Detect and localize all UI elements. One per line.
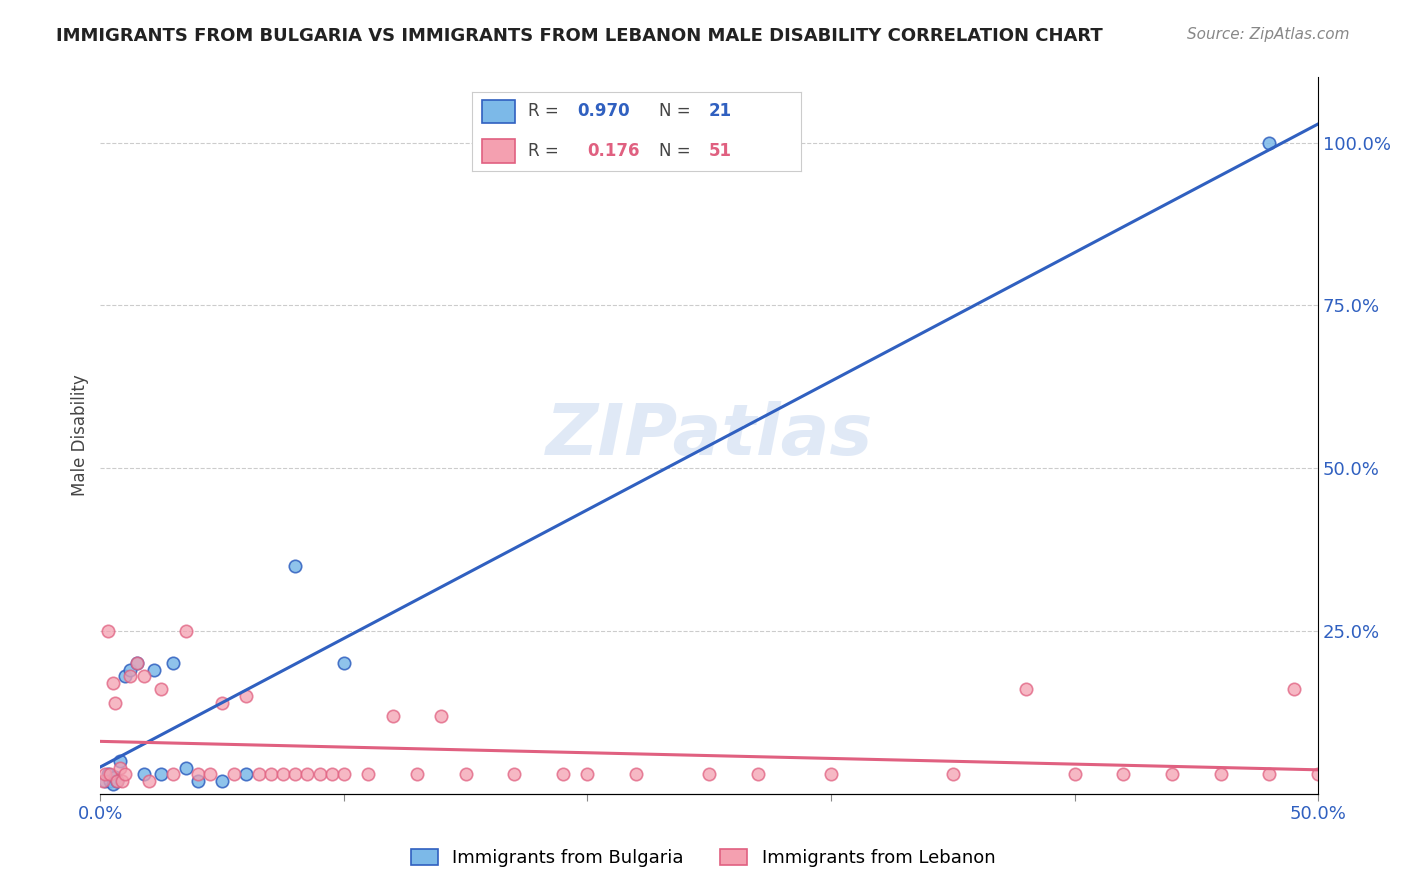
Point <box>1112 767 1135 781</box>
Point <box>1063 767 1085 781</box>
Point <box>1258 136 1281 150</box>
Text: IMMIGRANTS FROM BULGARIA VS IMMIGRANTS FROM LEBANON MALE DISABILITY CORRELATION : IMMIGRANTS FROM BULGARIA VS IMMIGRANTS F… <box>56 27 1102 45</box>
Point <box>94 773 117 788</box>
Point <box>105 773 128 788</box>
Point <box>187 767 209 781</box>
Point <box>94 767 117 781</box>
Point <box>297 767 319 781</box>
Point <box>333 657 356 671</box>
Point <box>101 676 124 690</box>
Point <box>91 773 114 788</box>
Point <box>125 657 148 671</box>
Point <box>1209 767 1232 781</box>
Point <box>142 663 165 677</box>
Point <box>174 624 197 638</box>
Point <box>284 558 307 573</box>
Point <box>1258 767 1281 781</box>
Point <box>114 767 136 781</box>
Text: ZIPatlas: ZIPatlas <box>546 401 873 470</box>
Point <box>235 689 257 703</box>
Point <box>553 767 575 781</box>
Point <box>118 663 141 677</box>
Point <box>150 767 173 781</box>
Point <box>162 767 184 781</box>
Point <box>105 773 128 788</box>
Point <box>942 767 965 781</box>
Point <box>134 669 156 683</box>
Point <box>260 767 283 781</box>
Point <box>97 624 120 638</box>
Point <box>454 767 477 781</box>
Point <box>503 767 526 781</box>
Point <box>271 767 294 781</box>
Point <box>118 669 141 683</box>
Point <box>211 696 233 710</box>
Point <box>104 696 127 710</box>
Point <box>576 767 599 781</box>
Point <box>138 773 160 788</box>
Point <box>820 767 842 781</box>
Point <box>1015 682 1038 697</box>
Point <box>224 767 246 781</box>
Legend: Immigrants from Bulgaria, Immigrants from Lebanon: Immigrants from Bulgaria, Immigrants fro… <box>404 841 1002 874</box>
Point <box>104 771 127 785</box>
Point <box>108 754 131 768</box>
Point <box>97 767 120 781</box>
Point <box>211 773 233 788</box>
Point <box>697 767 720 781</box>
Point <box>134 767 156 781</box>
Point <box>235 767 257 781</box>
Text: Source: ZipAtlas.com: Source: ZipAtlas.com <box>1187 27 1350 42</box>
Point <box>150 682 173 697</box>
Point <box>624 767 647 781</box>
Point <box>108 761 131 775</box>
Point <box>98 767 121 781</box>
Point <box>198 767 221 781</box>
Point <box>381 708 404 723</box>
Point <box>1308 767 1330 781</box>
Point <box>406 767 429 781</box>
Point <box>98 773 121 788</box>
Point <box>247 767 270 781</box>
Point <box>321 767 343 781</box>
Point <box>187 773 209 788</box>
Point <box>125 657 148 671</box>
Point <box>333 767 356 781</box>
Point <box>747 767 769 781</box>
Point <box>308 767 330 781</box>
Point <box>430 708 453 723</box>
Point <box>162 657 184 671</box>
Point <box>111 773 134 788</box>
Point <box>1282 682 1305 697</box>
Point <box>284 767 307 781</box>
Point <box>101 777 124 791</box>
Y-axis label: Male Disability: Male Disability <box>72 375 89 497</box>
Point <box>114 669 136 683</box>
Point <box>1161 767 1184 781</box>
Point <box>174 761 197 775</box>
Point <box>357 767 380 781</box>
